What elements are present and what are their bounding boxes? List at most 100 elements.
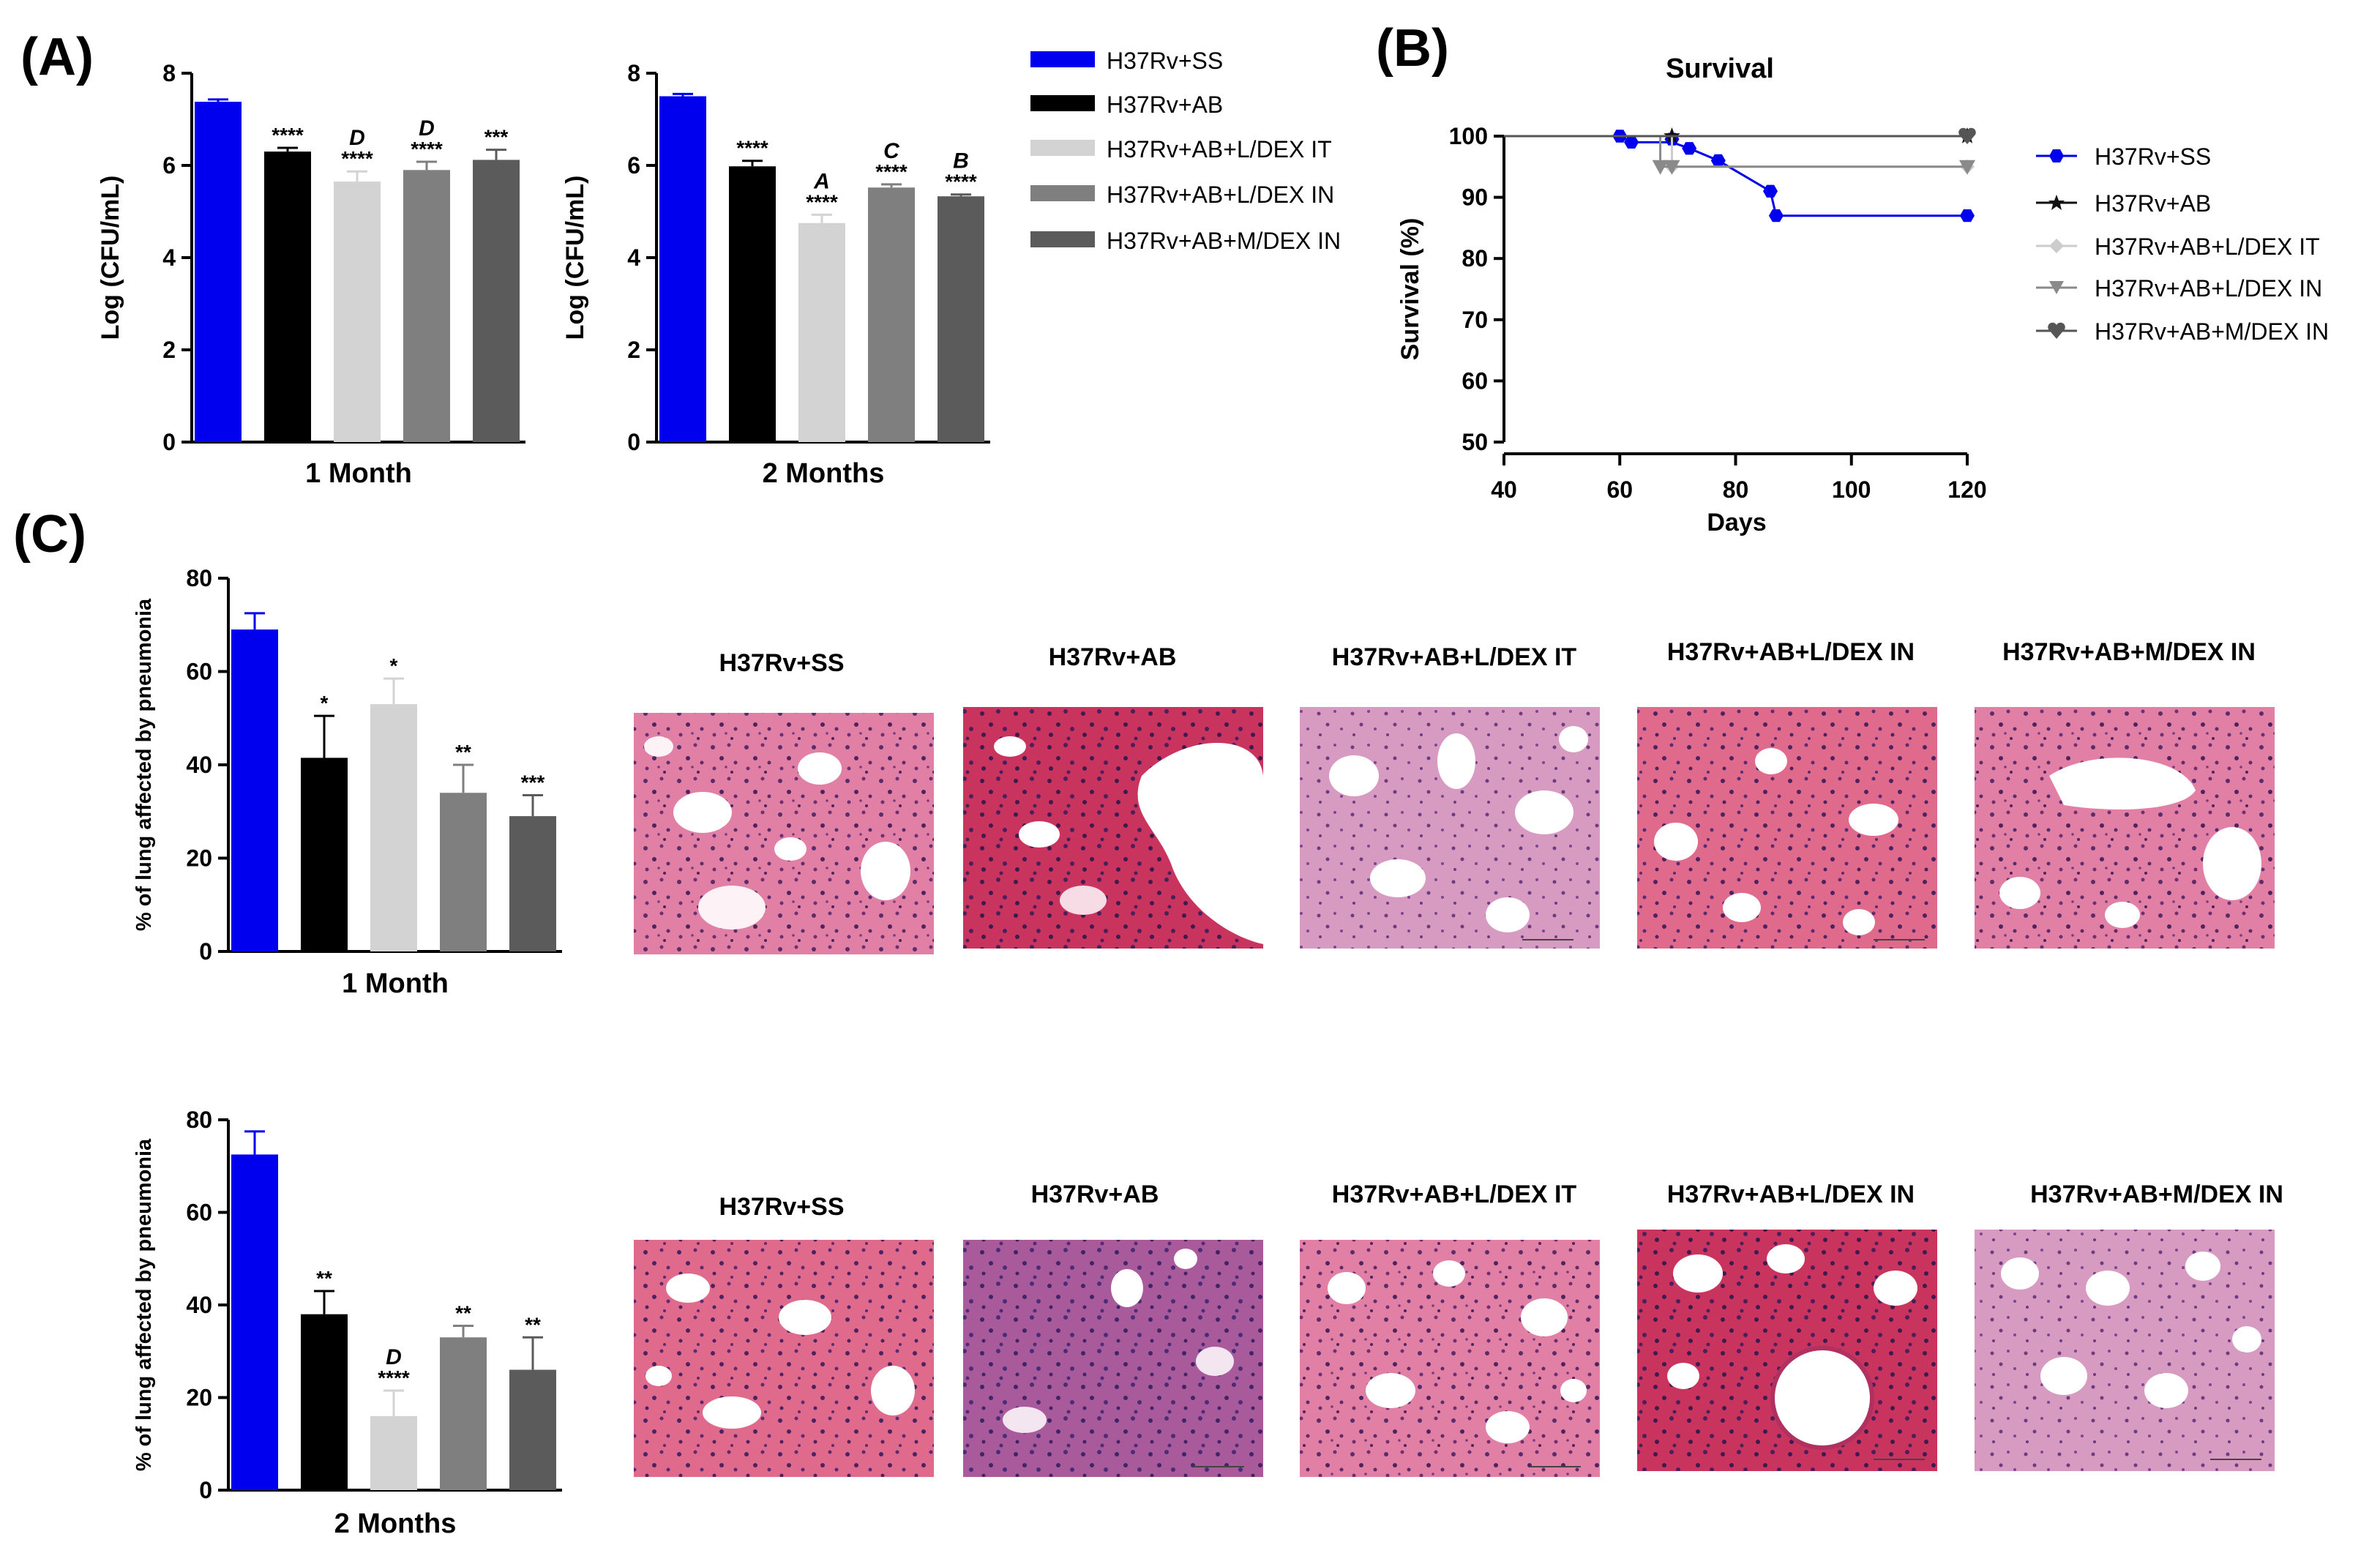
a1-group-letter: D xyxy=(419,116,435,141)
histology-caption-r1-ab: H37Rv+AB xyxy=(1049,643,1177,671)
legend-b-triangle-icon xyxy=(2049,281,2064,294)
legend-label-ldex-in: H37Rv+AB+L/DEX IN xyxy=(1107,182,1334,208)
survival-marker-0 xyxy=(1960,209,1975,222)
survival-marker-0 xyxy=(1624,135,1639,149)
c2-y-label: % of lung affected by pneumonia xyxy=(132,1138,156,1471)
histology-caption-r1-ldex-it: H37Rv+AB+L/DEX IT xyxy=(1332,643,1577,671)
panel-label-a: (A) xyxy=(20,28,94,86)
legend-b-label-ss: H37Rv+SS xyxy=(2095,143,2211,170)
c1-significance: * xyxy=(390,654,398,677)
legend-b-label-ab: H37Rv+AB xyxy=(2095,190,2211,217)
legend-panel-b: H37Rv+SS H37Rv+AB H37Rv+AB+L/DEX IT H37R… xyxy=(2036,143,2329,345)
a2-bar xyxy=(729,166,776,442)
legend-b-label-mdex-in: H37Rv+AB+M/DEX IN xyxy=(2095,318,2329,345)
c2-bar xyxy=(509,1369,556,1490)
survival-marker-0 xyxy=(1682,142,1697,155)
survival-x-tick-label: 80 xyxy=(1723,476,1749,503)
survival-y-tick-label: 90 xyxy=(1462,184,1488,211)
a2-significance: **** xyxy=(875,160,908,183)
a1-significance: **** xyxy=(341,147,373,170)
a1-y-tick-label: 6 xyxy=(162,152,176,179)
c1-y-tick-label: 40 xyxy=(186,752,212,778)
survival-marker-3 xyxy=(1959,160,1975,175)
a2-bar xyxy=(798,222,845,442)
a2-significance: **** xyxy=(736,137,768,160)
c2-bar xyxy=(370,1415,417,1490)
a1-y-label: Log (CFU/mL) xyxy=(97,176,124,340)
a2-significance: **** xyxy=(806,190,838,213)
histology-caption-r2-ss: H37Rv+SS xyxy=(719,1193,844,1221)
c2-significance: ** xyxy=(316,1267,332,1290)
legend-label-ldex-it: H37Rv+AB+L/DEX IT xyxy=(1107,136,1332,162)
a2-bar xyxy=(868,187,915,442)
survival-x-tick-label: 120 xyxy=(1947,476,1986,503)
a1-bar xyxy=(473,160,520,442)
c2-significance: **** xyxy=(378,1366,410,1389)
c1-y-tick-label: 20 xyxy=(186,845,212,872)
histology-row-1: H37Rv+SS H37Rv+AB H37Rv+AB+L/DEX IT H37R… xyxy=(634,638,2275,954)
panel-label-c: (C) xyxy=(13,505,86,564)
c1-bar xyxy=(231,629,278,951)
survival-x-tick-label: 100 xyxy=(1832,476,1871,503)
survival-y-ticks: 50 60 70 80 90 100 xyxy=(1449,123,1504,455)
a1-y-tick-label: 0 xyxy=(162,429,176,455)
survival-line-2 xyxy=(1504,135,1967,168)
legend-label-mdex-in: H37Rv+AB+M/DEX IN xyxy=(1107,228,1341,254)
a2-y-tick-label: 6 xyxy=(627,152,640,179)
histology-caption-r1-ldex-in: H37Rv+AB+L/DEX IN xyxy=(1667,638,1915,666)
c1-bar xyxy=(370,704,417,951)
a2-y-tick-label: 4 xyxy=(627,244,640,271)
a2-y-tick-label: 8 xyxy=(627,60,640,86)
legend-swatch-ldex-it xyxy=(1030,140,1095,156)
c1-significance: ** xyxy=(455,741,471,763)
survival-x-label: Days xyxy=(1707,509,1766,536)
c1-y-label: % of lung affected by pneumonia xyxy=(132,598,156,931)
histology-caption-r2-ldex-in: H37Rv+AB+L/DEX IN xyxy=(1667,1181,1915,1208)
survival-marker-0 xyxy=(1763,184,1778,198)
histology-caption-r2-mdex-in: H37Rv+AB+M/DEX IN xyxy=(2030,1181,2283,1208)
c2-y-tick-label: 80 xyxy=(186,1107,212,1133)
legend-swatch-ab xyxy=(1030,95,1095,111)
histology-row-2: H37Rv+SS H37Rv+AB H37Rv+AB+L/DEX IT H37R… xyxy=(634,1181,2283,1477)
survival-y-tick-label: 70 xyxy=(1462,307,1488,333)
legend-b-diamond-icon xyxy=(2049,239,2064,253)
survival-y-tick-label: 80 xyxy=(1462,245,1488,272)
histology-image-r2-mdex-in xyxy=(1975,1230,2275,1471)
c2-y-tick-label: 0 xyxy=(199,1477,212,1503)
histology-image-r1-ldex-in xyxy=(1637,707,1937,949)
survival-marker-0 xyxy=(1768,209,1784,222)
legend-swatch-mdex-in xyxy=(1030,231,1095,247)
survival-marker-0 xyxy=(1710,154,1726,168)
a1-significance: **** xyxy=(272,124,304,146)
c1-significance: *** xyxy=(521,771,545,793)
survival-x-tick-label: 40 xyxy=(1491,476,1517,503)
a1-y-tick-label: 8 xyxy=(162,60,176,86)
histology-caption-r2-ldex-it: H37Rv+AB+L/DEX IT xyxy=(1332,1181,1577,1208)
a2-y-tick-label: 0 xyxy=(627,429,640,455)
c2-bar xyxy=(440,1337,487,1490)
survival-line-3 xyxy=(1504,135,1967,168)
a1-significance: **** xyxy=(411,138,443,160)
a1-bar xyxy=(195,102,242,442)
legend-b-label-ldex-it: H37Rv+AB+L/DEX IT xyxy=(2095,233,2320,260)
histology-image-r2-ss xyxy=(634,1240,934,1477)
c2-y-tick-label: 20 xyxy=(186,1385,212,1411)
legend-label-ab: H37Rv+AB xyxy=(1107,91,1223,118)
legend-swatch-ldex-in xyxy=(1030,185,1095,201)
a2-bar xyxy=(659,96,706,442)
c2-group-letter: D xyxy=(386,1345,402,1369)
chart-survival: Survival Survival (%) Days 50 60 70 80 90 100… xyxy=(1396,53,1987,536)
histology-image-r1-mdex-in xyxy=(1975,707,2275,949)
a1-x-label: 1 Month xyxy=(305,458,412,489)
survival-marker-4 xyxy=(1958,127,1976,144)
legend-b-star-icon xyxy=(2048,195,2065,210)
c1-bar xyxy=(509,816,556,951)
c1-bar xyxy=(301,758,348,951)
c1-y-tick-label: 60 xyxy=(186,659,212,685)
histology-image-r2-ldex-it xyxy=(1300,1240,1600,1477)
survival-line-0 xyxy=(1504,135,1967,217)
c1-y-tick-label: 80 xyxy=(186,565,212,591)
